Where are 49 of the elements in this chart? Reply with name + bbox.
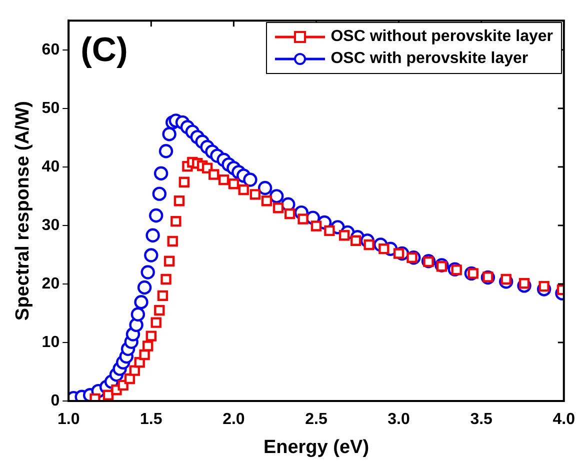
x-tick-label: 1.0 (57, 411, 80, 428)
x-tick-label: 2.5 (305, 411, 328, 428)
point (208, 169, 220, 180)
y-tick-label: 40 (42, 158, 60, 176)
point (350, 235, 362, 246)
point (261, 196, 272, 206)
point (228, 178, 240, 190)
point (170, 216, 182, 227)
point (338, 230, 350, 241)
point (174, 196, 185, 206)
y-axis-title: Spectral response (A/W) (12, 100, 34, 321)
point (364, 239, 374, 250)
legend-label: OSC with perovskite layer (330, 49, 528, 69)
point (154, 304, 165, 316)
point (250, 189, 260, 200)
x-tick-label: 4.0 (552, 411, 576, 428)
point (160, 274, 172, 285)
point (500, 274, 512, 285)
y-tick-label: 0 (50, 392, 60, 410)
y-tick-label: 10 (42, 334, 60, 351)
annotation: (C) (80, 30, 128, 69)
point (218, 174, 230, 186)
point (272, 202, 284, 214)
point (298, 214, 308, 224)
point (518, 278, 530, 289)
x-tick-label: 1.5 (140, 411, 162, 428)
point (146, 330, 156, 342)
point (284, 208, 296, 220)
y-tick-label: 20 (42, 275, 60, 292)
point (324, 225, 335, 236)
x-tick-label: 3.0 (388, 411, 410, 428)
y-tick-label: 50 (42, 100, 60, 117)
point (178, 176, 190, 188)
point (150, 317, 162, 328)
point (164, 256, 175, 266)
point (142, 340, 154, 352)
legend-label: OSC without perovskite layer (330, 27, 553, 47)
x-tick-label: 3.5 (470, 411, 493, 428)
x-axis-title: Energy (eV) (263, 436, 370, 458)
point (238, 184, 249, 196)
point (139, 349, 150, 360)
point (436, 261, 448, 272)
point (167, 236, 178, 247)
point (157, 290, 168, 301)
point (310, 220, 322, 232)
point (129, 365, 140, 376)
x-tick-label: 2.0 (222, 411, 245, 428)
y-tick-label: 30 (42, 216, 60, 234)
y-tick-label: 60 (42, 41, 60, 58)
